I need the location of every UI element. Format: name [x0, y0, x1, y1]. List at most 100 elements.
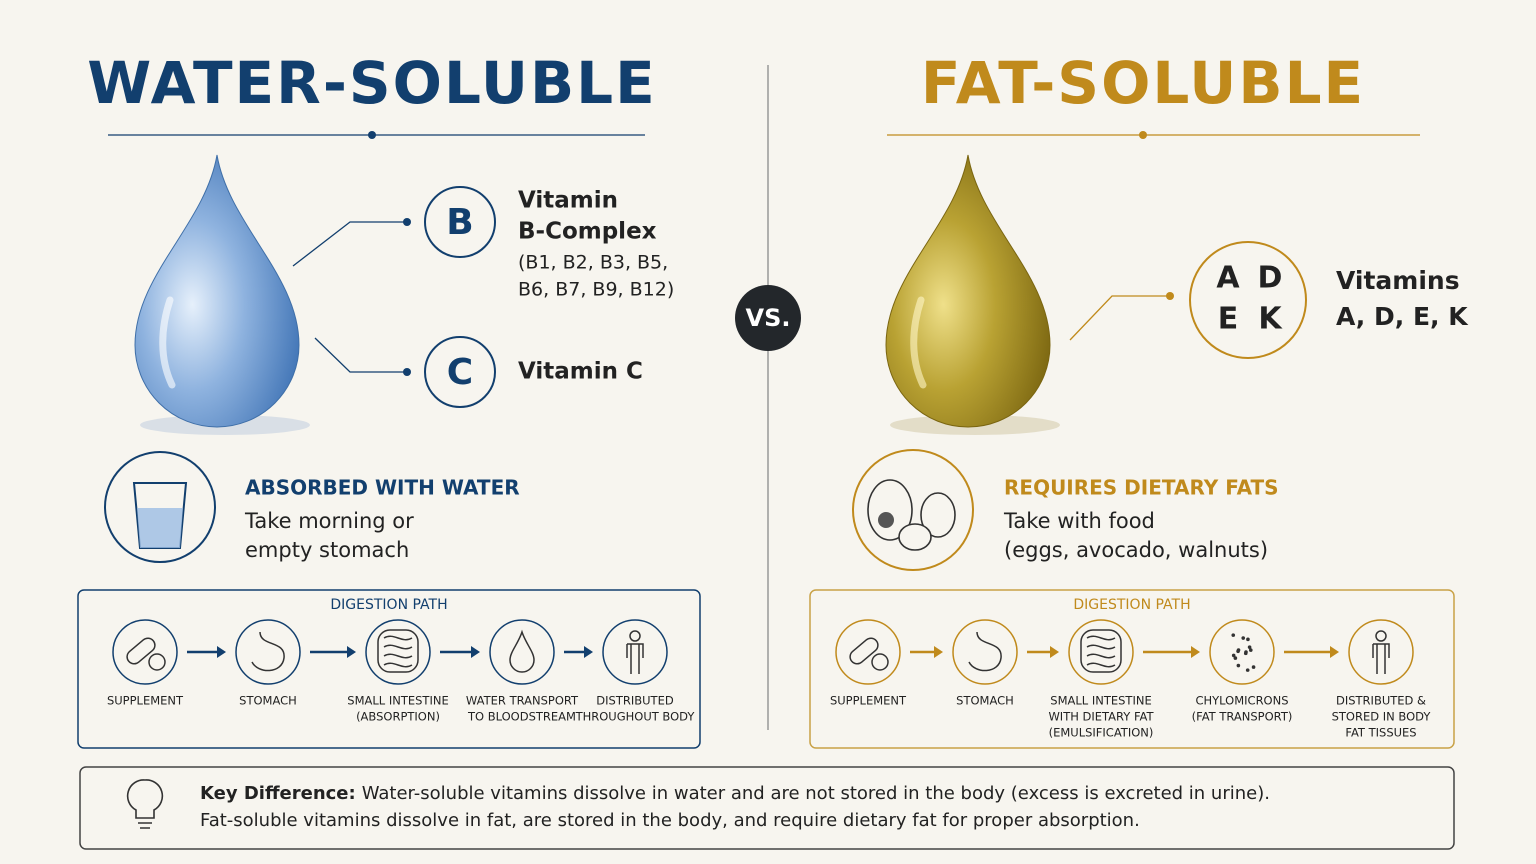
- vitamin-name: Vitamins: [1336, 266, 1460, 295]
- tablet-icon: [148, 653, 166, 671]
- particle-icon: [1241, 636, 1246, 640]
- arrow-head: [217, 646, 226, 658]
- particle-icon: [1236, 648, 1241, 652]
- key-text: Fat-soluble vitamins dissolve in fat, ar…: [200, 810, 1140, 831]
- step-label: (ABSORPTION): [356, 710, 440, 724]
- avocado-icon: [867, 479, 913, 541]
- step-label: (EMULSIFICATION): [1049, 726, 1154, 740]
- step-ring: [602, 619, 668, 685]
- connector-dot: [403, 218, 411, 226]
- vitamin-badge: [1189, 241, 1307, 359]
- intestine-icon: [383, 635, 413, 641]
- arrow-head: [1050, 646, 1059, 658]
- step-ring: [835, 619, 901, 685]
- step-ring: [235, 619, 301, 685]
- connector-dot: [1166, 292, 1174, 300]
- connector: [292, 221, 405, 267]
- connector: [314, 337, 405, 373]
- step-ring: [112, 619, 178, 685]
- arrow-head: [934, 646, 943, 658]
- step-label: STOMACH: [956, 694, 1014, 708]
- particle-icon: [1248, 648, 1253, 652]
- fat-drop: [885, 154, 1051, 428]
- person-body: [1372, 643, 1390, 674]
- step-label: TO BLOODSTREAM: [467, 710, 576, 724]
- step-label: STOMACH: [239, 694, 297, 708]
- step-label: SMALL INTESTINE: [1050, 694, 1151, 708]
- step-label: WATER TRANSPORT: [466, 694, 579, 708]
- intestine-icon: [383, 644, 413, 650]
- step-ring: [365, 619, 431, 685]
- vitamin-detail: (B1, B2, B3, B5,: [518, 252, 668, 274]
- arrow-head: [1191, 646, 1200, 658]
- absorption-heading: ABSORBED WITH WATER: [245, 476, 520, 500]
- person-head: [1375, 630, 1387, 642]
- pill-icon: [126, 637, 156, 665]
- arrow-head: [584, 646, 593, 658]
- step-label: FAT TISSUES: [1345, 726, 1416, 740]
- fat-title: FAT-SOLUBLE: [921, 49, 1365, 117]
- avocado-seed: [878, 512, 894, 528]
- person-body: [626, 643, 644, 674]
- particle-icon: [1236, 663, 1241, 668]
- step-label: (FAT TRANSPORT): [1192, 710, 1293, 724]
- rule-dot: [1139, 131, 1147, 139]
- vs-badge: [735, 285, 801, 351]
- glass-icon-ring: [104, 451, 216, 563]
- key-text: Water-soluble vitamins dissolve in water…: [362, 783, 1270, 804]
- particle-icon: [1233, 656, 1238, 660]
- step-label: THROUGHOUT BODY: [575, 710, 696, 724]
- step-ring: [1348, 619, 1414, 685]
- intestine-icon: [383, 662, 413, 668]
- egg-icon: [920, 492, 956, 538]
- particle-icon: [1247, 645, 1252, 649]
- absorption-text: empty stomach: [245, 538, 409, 562]
- intestine-icon: [383, 653, 413, 659]
- intestine-icon: [1086, 644, 1116, 650]
- digestion-title: DIGESTION PATH: [1073, 597, 1190, 613]
- vitamin-letter: E: [1218, 302, 1239, 337]
- step-label: WITH DIETARY FAT: [1048, 710, 1154, 724]
- particle-icon: [1231, 633, 1236, 637]
- connector: [1069, 295, 1168, 341]
- step-label: SUPPLEMENT: [107, 694, 184, 708]
- vitamin-letter: B: [446, 202, 473, 243]
- step-label: CHYLOMICRONS: [1195, 694, 1288, 708]
- rule-dot: [368, 131, 376, 139]
- drop-highlight: [910, 296, 927, 389]
- intestine-icon: [1086, 653, 1116, 659]
- intestine-icon: [1080, 629, 1122, 673]
- arrow-head: [1330, 646, 1339, 658]
- vitamin-name: Vitamin: [518, 188, 618, 214]
- stomach-icon: [968, 631, 1002, 672]
- pill-icon: [849, 637, 879, 665]
- particle-icon: [1246, 637, 1250, 642]
- vitamin-letter: A: [1216, 261, 1240, 296]
- drop-highlight: [159, 296, 176, 389]
- particle-icon: [1243, 651, 1248, 656]
- step-ring: [952, 619, 1018, 685]
- food-icon-ring: [852, 449, 974, 571]
- absorption-text: (eggs, avocado, walnuts): [1004, 538, 1268, 562]
- step-label: DISTRIBUTED: [596, 694, 674, 708]
- step-label: SMALL INTESTINE: [347, 694, 448, 708]
- vitamin-letter: D: [1258, 261, 1283, 296]
- vitamin-name: A, D, E, K: [1336, 302, 1469, 331]
- absorption-text: Take morning or: [244, 509, 414, 533]
- digestion-box: [809, 589, 1455, 749]
- intestine-icon: [1086, 635, 1116, 641]
- vitamin-badge: [424, 336, 496, 408]
- step-label: DISTRIBUTED &: [1336, 694, 1426, 708]
- bulb-icon: [126, 779, 164, 829]
- connector-dot: [403, 368, 411, 376]
- water-drop: [134, 154, 300, 428]
- step-ring: [1209, 619, 1275, 685]
- intestine-icon: [1086, 662, 1116, 668]
- vs-label: VS.: [746, 304, 791, 332]
- absorption-heading: REQUIRES DIETARY FATS: [1004, 476, 1279, 500]
- particle-icon: [1251, 665, 1256, 669]
- vitamin-detail: B6, B7, B9, B12): [518, 279, 674, 301]
- water-title: WATER-SOLUBLE: [87, 49, 657, 117]
- digestion-box: [77, 589, 701, 749]
